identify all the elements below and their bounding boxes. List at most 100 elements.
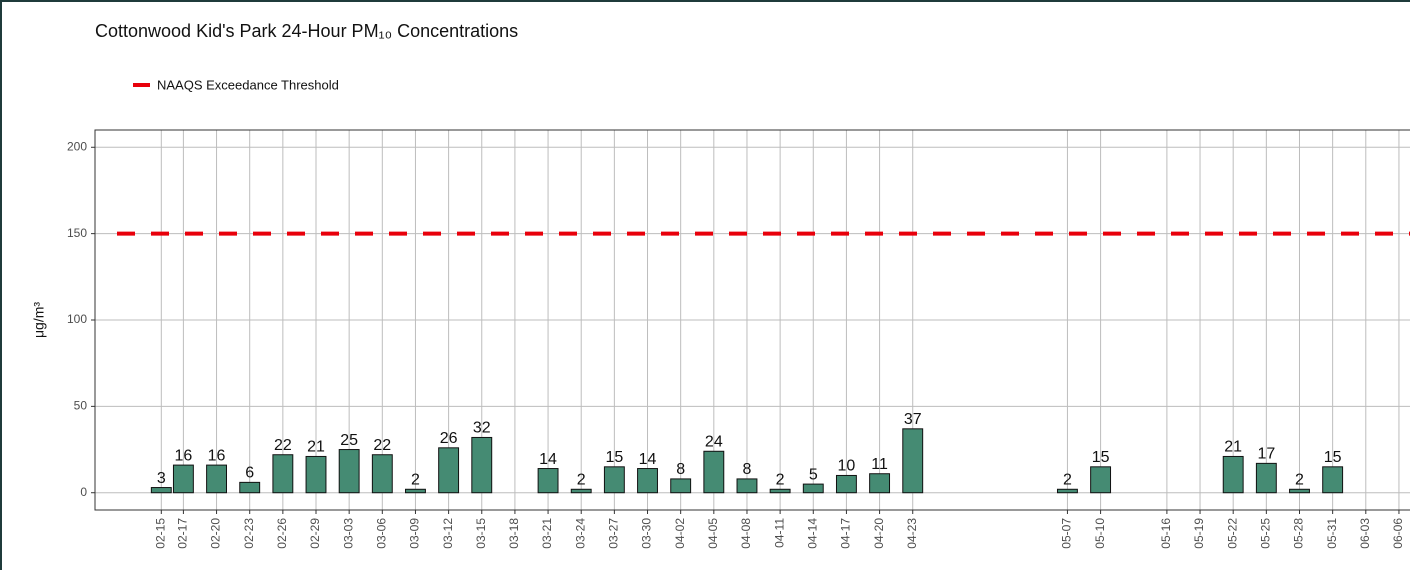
plot-border <box>94 129 1410 511</box>
bar <box>150 487 172 494</box>
bar <box>537 468 559 494</box>
value-label: 11 <box>871 456 888 473</box>
bar <box>1255 462 1277 494</box>
bar <box>603 466 625 494</box>
x-tick-label: 03-03 <box>341 518 355 549</box>
x-tick-label: 04-23 <box>905 518 919 549</box>
value-label: 2 <box>411 471 420 488</box>
value-label: 26 <box>440 430 458 447</box>
bar <box>637 468 658 494</box>
x-tick-label: 03-06 <box>374 518 388 549</box>
value-label: 22 <box>274 437 292 454</box>
x-tick-label: 02-23 <box>242 518 256 549</box>
value-label: 25 <box>340 432 358 449</box>
x-tick-label: 02-20 <box>209 518 223 549</box>
x-tick-label: 03-21 <box>540 518 554 549</box>
x-tick-label: 03-09 <box>408 518 422 549</box>
bar <box>802 483 824 494</box>
y-tick-label: 0 <box>80 485 87 499</box>
value-label: 10 <box>838 458 856 475</box>
bar <box>338 449 360 494</box>
bar <box>703 450 725 494</box>
x-tick-label: 05-16 <box>1159 518 1173 549</box>
x-tick-label: 05-22 <box>1225 518 1239 549</box>
value-label: 16 <box>208 447 226 464</box>
bar <box>305 455 327 494</box>
x-tick-label: 06-06 <box>1391 518 1405 549</box>
x-tick-label: 05-07 <box>1060 518 1074 549</box>
x-tick-label: 05-10 <box>1093 518 1107 549</box>
value-label: 2 <box>1063 471 1072 488</box>
value-label: 22 <box>373 437 391 454</box>
y-axis-label: μg/m³ <box>31 302 47 338</box>
bar <box>438 447 460 494</box>
value-label: 37 <box>904 411 922 428</box>
x-tick-label: 03-15 <box>474 518 488 549</box>
x-tick-label: 04-20 <box>872 518 886 549</box>
x-tick-label: 02-26 <box>275 518 289 549</box>
bar <box>206 464 227 494</box>
bar <box>835 474 857 494</box>
bar <box>869 473 891 494</box>
x-tick-label: 04-02 <box>673 518 687 549</box>
x-tick-label: 03-18 <box>507 518 521 549</box>
value-label: 15 <box>1324 449 1342 466</box>
x-tick-label: 04-14 <box>805 518 819 549</box>
value-label: 32 <box>473 420 491 437</box>
value-label: 16 <box>175 447 193 464</box>
bar <box>405 488 426 494</box>
value-label: 2 <box>776 471 785 488</box>
x-tick-label: 05-25 <box>1259 518 1273 549</box>
x-tick-label: 03-27 <box>607 518 621 549</box>
x-tick-label: 05-19 <box>1192 518 1206 549</box>
x-tick-label: 06-03 <box>1358 518 1372 549</box>
x-tick-label: 03-12 <box>441 518 455 549</box>
value-label: 6 <box>245 465 254 482</box>
x-tick-label: 05-31 <box>1325 518 1339 549</box>
bar <box>239 481 261 494</box>
x-tick-label: 04-11 <box>772 518 786 548</box>
y-tick-label: 200 <box>67 139 87 153</box>
value-label: 2 <box>1295 471 1304 488</box>
value-label: 3 <box>157 470 166 487</box>
bar <box>670 478 692 494</box>
y-tick-label: 150 <box>67 226 87 240</box>
value-label: 8 <box>676 461 685 478</box>
bar <box>1322 466 1344 494</box>
value-label: 24 <box>705 433 723 450</box>
bar <box>570 488 592 494</box>
x-tick-label: 02-15 <box>153 518 167 549</box>
y-tick-label: 50 <box>74 399 88 413</box>
bar <box>172 464 194 494</box>
bar <box>736 478 758 494</box>
bar <box>1090 466 1112 494</box>
value-label: 17 <box>1257 446 1275 463</box>
legend-label: NAAQS Exceedance Threshold <box>157 77 339 92</box>
bar <box>1056 488 1078 494</box>
value-label: 14 <box>639 451 657 468</box>
value-label: 21 <box>307 439 325 456</box>
chart-title: Cottonwood Kid's Park 24-Hour PM₁₀ Conce… <box>95 21 518 41</box>
value-label: 5 <box>809 466 818 483</box>
value-label: 14 <box>539 451 557 468</box>
x-tick-label: 05-28 <box>1292 518 1306 549</box>
bar <box>902 428 924 494</box>
bar <box>272 454 294 494</box>
bar <box>1289 488 1310 494</box>
value-label: 15 <box>1092 449 1110 466</box>
value-label: 15 <box>605 449 623 466</box>
x-tick-label: 04-05 <box>706 518 720 549</box>
bar <box>1222 455 1244 494</box>
value-label: 8 <box>743 461 752 478</box>
bar <box>471 436 493 494</box>
bar <box>371 454 393 494</box>
x-tick-label: 02-29 <box>308 518 322 549</box>
x-tick-label: 03-30 <box>640 518 654 549</box>
x-tick-label: 04-08 <box>739 518 753 549</box>
bar <box>769 488 791 494</box>
x-tick-label: 03-24 <box>573 518 587 549</box>
value-label: 2 <box>577 471 586 488</box>
y-tick-label: 100 <box>67 312 87 326</box>
